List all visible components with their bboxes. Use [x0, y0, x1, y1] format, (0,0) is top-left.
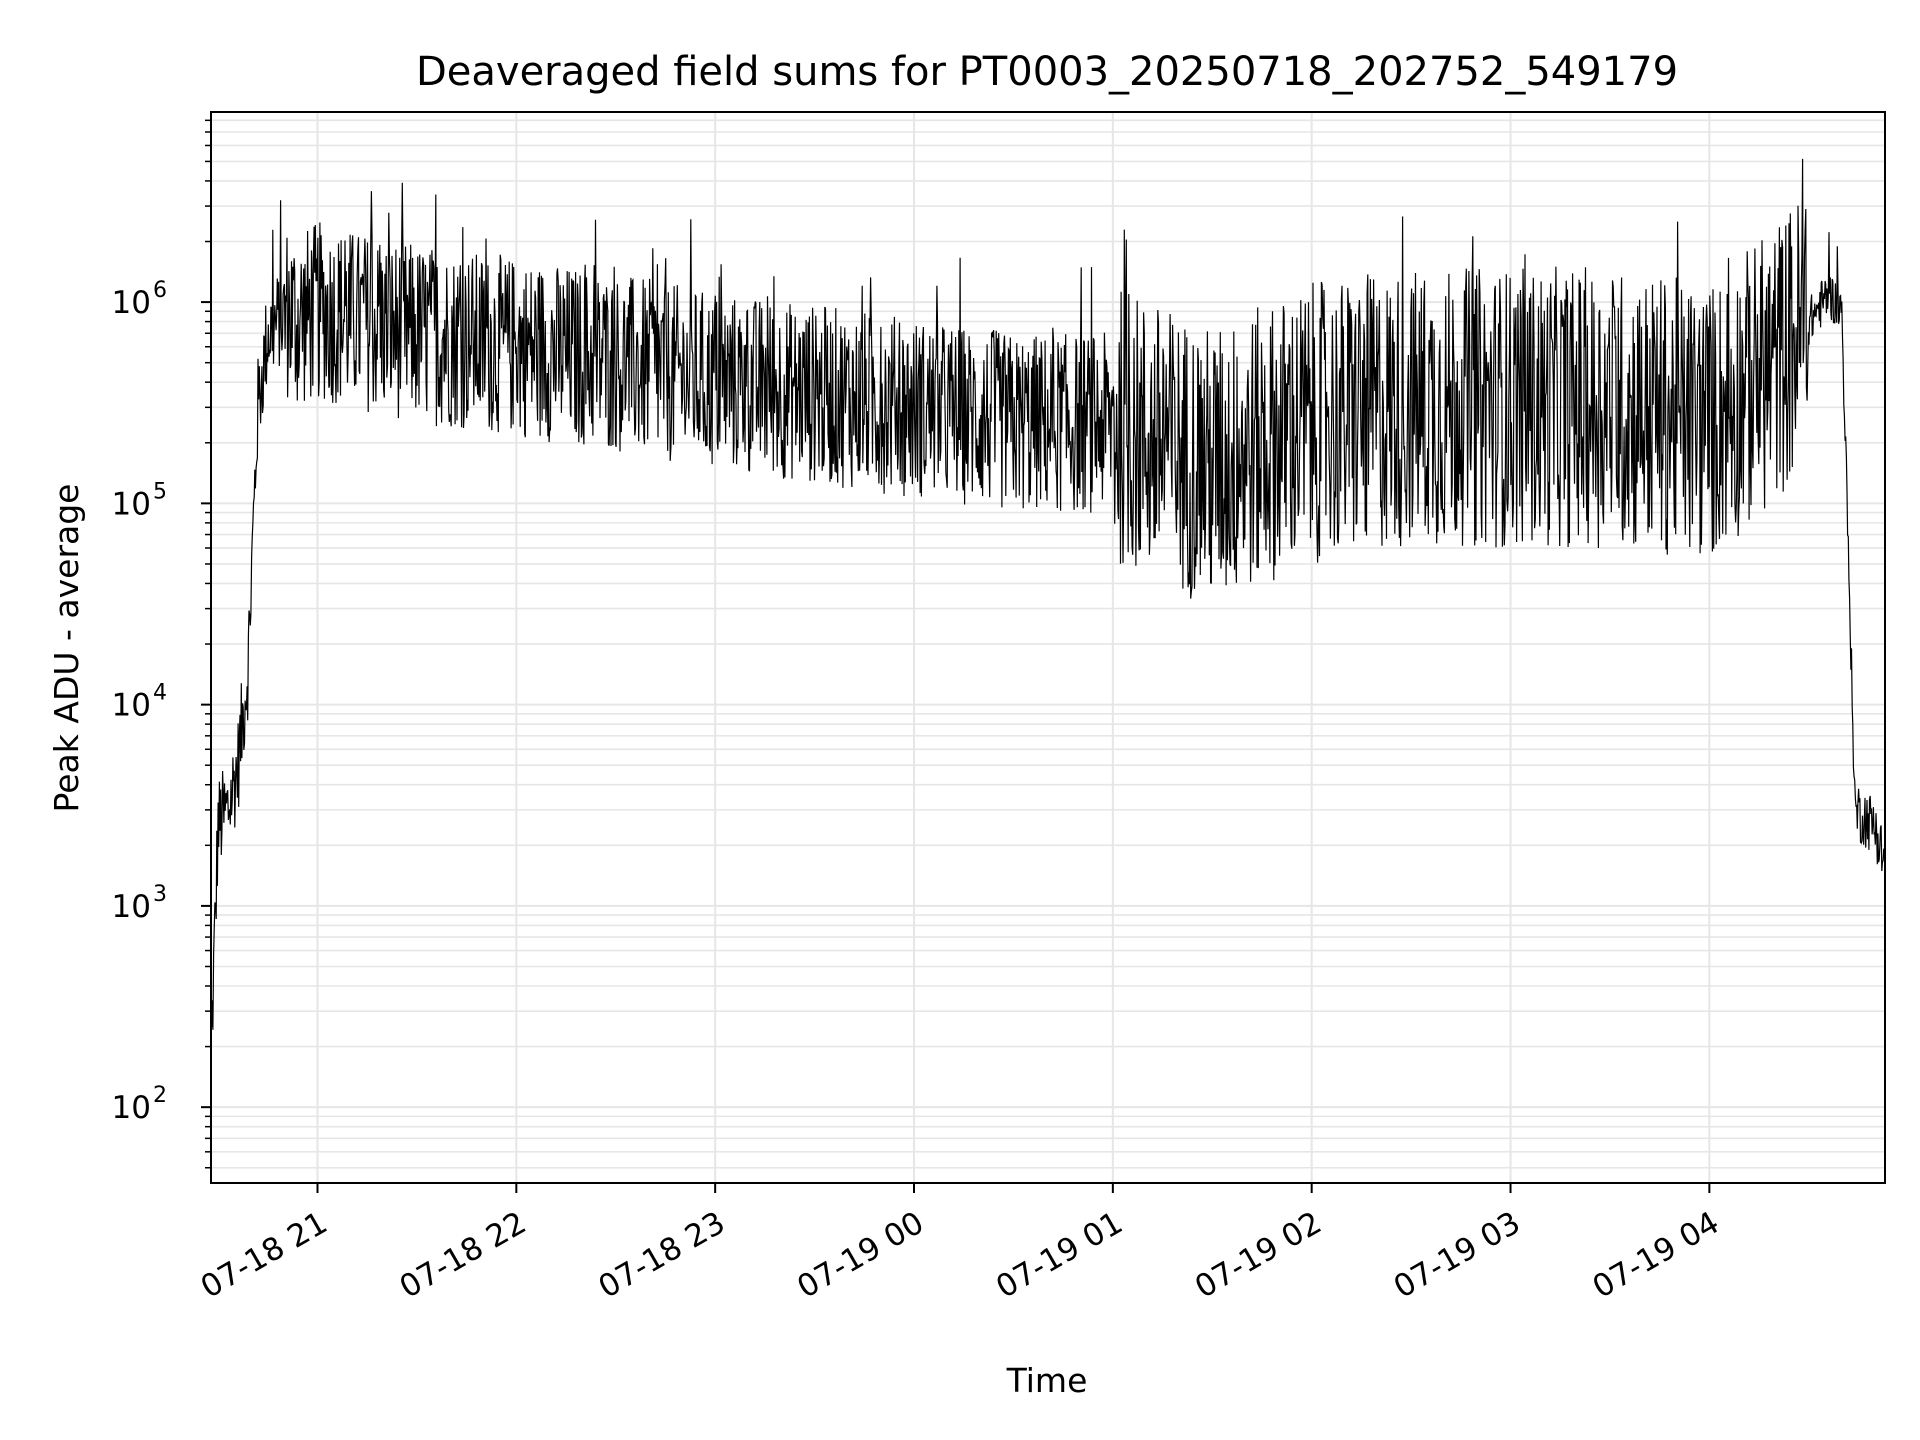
y-tick-exponent: 4 — [153, 681, 167, 706]
y-tick-exponent: 5 — [153, 479, 167, 504]
series-line-layer — [210, 158, 1886, 1032]
y-tick-exponent: 6 — [153, 278, 167, 303]
y-tick-label: 10 — [112, 285, 151, 321]
y-tick-label: 10 — [112, 1090, 151, 1126]
y-tick-label: 10 — [112, 486, 151, 522]
x-axis-label: Time — [1006, 1361, 1088, 1400]
y-tick-exponent: 2 — [153, 1083, 167, 1108]
y-tick-exponent: 3 — [153, 882, 167, 907]
y-axis-label: Peak ADU - average — [47, 484, 86, 813]
chart-title: Deaveraged field sums for PT0003_2025071… — [416, 49, 1678, 95]
series-line — [210, 158, 1886, 1032]
plot-frame — [210, 111, 1886, 1184]
y-tick-label: 10 — [112, 889, 151, 925]
y-tick-label: 10 — [112, 688, 151, 724]
grid — [211, 112, 1885, 1183]
